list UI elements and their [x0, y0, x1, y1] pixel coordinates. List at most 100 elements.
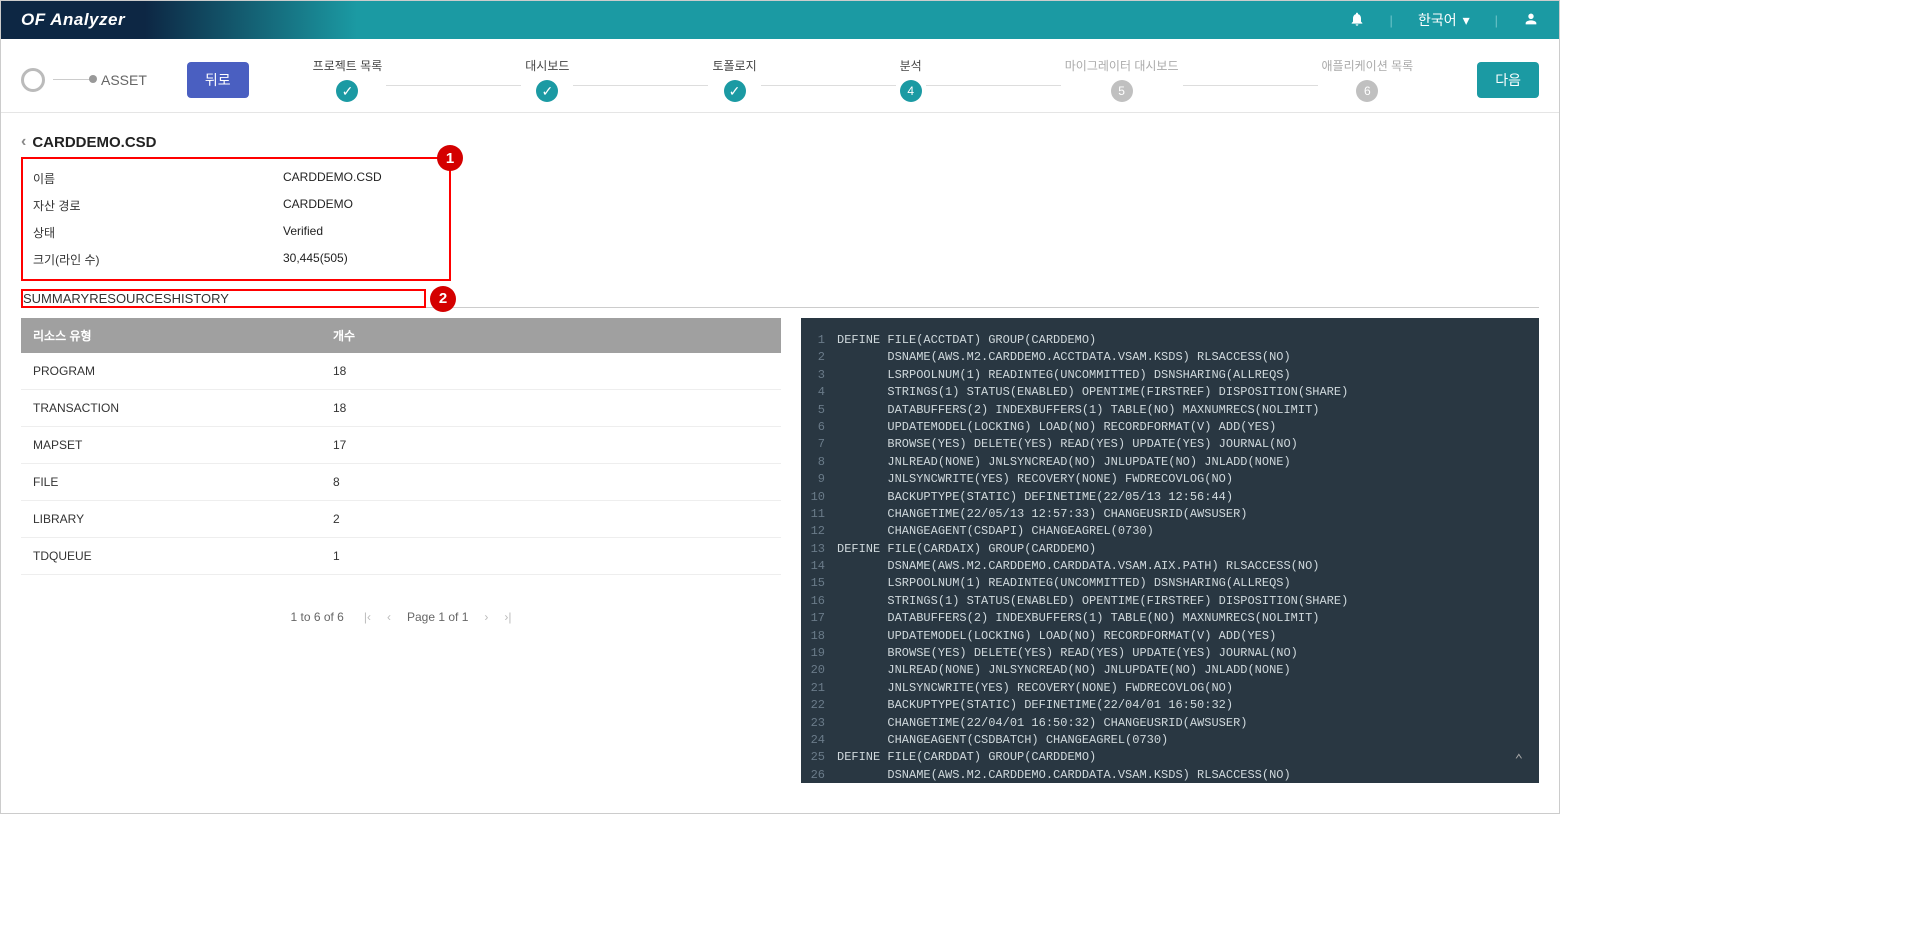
code-text: LSRPOOLNUM(1) READINTEG(UNCOMMITTED) DSN…	[837, 575, 1291, 592]
detail-value: CARDDEMO	[283, 197, 353, 214]
line-number: 17	[807, 610, 837, 627]
callout-badge-1: 1	[437, 145, 463, 171]
line-number: 15	[807, 575, 837, 592]
step-migrator-dashboard[interactable]: 마이그레이터 대시보드 5	[1061, 57, 1183, 102]
step-topology[interactable]: 토폴로지 ✓	[708, 57, 760, 102]
line-number: 19	[807, 645, 837, 662]
line-number: 21	[807, 680, 837, 697]
line-number: 25	[807, 749, 837, 766]
language-selector[interactable]: 한국어 ▾	[1418, 10, 1470, 30]
tab-summary[interactable]: SUMMARY	[23, 291, 89, 306]
breadcrumb-back[interactable]: ‹ CARDDEMO.CSD	[21, 133, 1539, 151]
detail-value: CARDDEMO.CSD	[283, 170, 382, 187]
code-line: 21 JNLSYNCWRITE(YES) RECOVERY(NONE) FWDR…	[807, 680, 1525, 697]
pager-next-icon[interactable]: ›	[484, 610, 488, 624]
code-line: 13DEFINE FILE(CARDAIX) GROUP(CARDDEMO)	[807, 541, 1525, 558]
code-line: 20 JNLREAD(NONE) JNLSYNCREAD(NO) JNLUPDA…	[807, 662, 1525, 679]
code-line: 12 CHANGEAGENT(CSDAPI) CHANGEAGREL(0730)	[807, 523, 1525, 540]
code-line: 7 BROWSE(YES) DELETE(YES) READ(YES) UPDA…	[807, 436, 1525, 453]
line-number: 10	[807, 489, 837, 506]
line-number: 8	[807, 454, 837, 471]
line-number: 9	[807, 471, 837, 488]
asset-detail-panel: 1 이름 CARDDEMO.CSD 자산 경로 CARDDEMO 상태 Veri…	[21, 157, 451, 281]
step-dashboard[interactable]: 대시보드 ✓	[521, 57, 573, 102]
code-line: 3 LSRPOOLNUM(1) READINTEG(UNCOMMITTED) D…	[807, 367, 1525, 384]
asset-label: ASSET	[101, 72, 147, 88]
code-text: JNLSYNCWRITE(YES) RECOVERY(NONE) FWDRECO…	[837, 471, 1233, 488]
table-row[interactable]: LIBRARY2	[21, 501, 781, 538]
code-line: 23 CHANGETIME(22/04/01 16:50:32) CHANGEU…	[807, 715, 1525, 732]
code-text: CHANGETIME(22/05/13 12:57:33) CHANGEUSRI…	[837, 506, 1247, 523]
step-number: 5	[1111, 80, 1133, 102]
code-line: 25DEFINE FILE(CARDDAT) GROUP(CARDDEMO)	[807, 749, 1525, 766]
bell-icon[interactable]	[1349, 11, 1365, 30]
code-text: UPDATEMODEL(LOCKING) LOAD(NO) RECORDFORM…	[837, 628, 1276, 645]
line-number: 20	[807, 662, 837, 679]
back-button[interactable]: 뒤로	[187, 62, 249, 98]
brand-logo: OF Analyzer	[21, 10, 125, 30]
line-number: 26	[807, 767, 837, 783]
table-row[interactable]: PROGRAM18	[21, 353, 781, 390]
line-number: 5	[807, 402, 837, 419]
code-line: 10 BACKUPTYPE(STATIC) DEFINETIME(22/05/1…	[807, 489, 1525, 506]
table-row[interactable]: TDQUEUE1	[21, 538, 781, 575]
code-text: DSNAME(AWS.M2.CARDDEMO.CARDDATA.VSAM.AIX…	[837, 558, 1319, 575]
code-text: BROWSE(YES) DELETE(YES) READ(YES) UPDATE…	[837, 436, 1298, 453]
check-icon: ✓	[724, 80, 746, 102]
code-text: UPDATEMODEL(LOCKING) LOAD(NO) RECORDFORM…	[837, 419, 1276, 436]
tab-history[interactable]: HISTORY	[172, 291, 229, 306]
cell-count: 17	[321, 427, 781, 464]
code-viewer[interactable]: 1DEFINE FILE(ACCTDAT) GROUP(CARDDEMO)2 D…	[801, 318, 1539, 783]
code-line: 9 JNLSYNCWRITE(YES) RECOVERY(NONE) FWDRE…	[807, 471, 1525, 488]
table-row[interactable]: FILE8	[21, 464, 781, 501]
scroll-top-icon[interactable]: ⌃	[1515, 751, 1523, 771]
line-number: 1	[807, 332, 837, 349]
code-text: JNLSYNCWRITE(YES) RECOVERY(NONE) FWDRECO…	[837, 680, 1233, 697]
page-title: CARDDEMO.CSD	[32, 134, 156, 151]
table-row[interactable]: TRANSACTION18	[21, 390, 781, 427]
detail-key: 이름	[33, 170, 283, 187]
code-text: DEFINE FILE(CARDDAT) GROUP(CARDDEMO)	[837, 749, 1096, 766]
step-analysis[interactable]: 분석 4	[896, 57, 926, 102]
code-line: 11 CHANGETIME(22/05/13 12:57:33) CHANGEU…	[807, 506, 1525, 523]
col-header-type: 리소스 유형	[21, 318, 321, 353]
pager-last-icon[interactable]: ›|	[504, 610, 511, 624]
code-text: BACKUPTYPE(STATIC) DEFINETIME(22/05/13 1…	[837, 489, 1233, 506]
table-row[interactable]: MAPSET17	[21, 427, 781, 464]
step-label: 애플리케이션 목록	[1322, 57, 1414, 74]
line-number: 24	[807, 732, 837, 749]
code-line: 1DEFINE FILE(ACCTDAT) GROUP(CARDDEMO)	[807, 332, 1525, 349]
check-icon: ✓	[536, 80, 558, 102]
code-viewer-pane: 1DEFINE FILE(ACCTDAT) GROUP(CARDDEMO)2 D…	[801, 318, 1539, 783]
cell-type: MAPSET	[21, 427, 321, 464]
lower-split: 리소스 유형 개수 PROGRAM18TRANSACTION18MAPSET17…	[21, 318, 1539, 783]
pager-first-icon[interactable]: |‹	[364, 610, 371, 624]
step-label: 분석	[900, 57, 922, 74]
tab-resources[interactable]: RESOURCES	[89, 291, 171, 306]
next-button[interactable]: 다음	[1477, 62, 1539, 98]
asset-indicator	[21, 68, 93, 92]
code-text: JNLREAD(NONE) JNLSYNCREAD(NO) JNLUPDATE(…	[837, 662, 1291, 679]
pager-prev-icon[interactable]: ‹	[387, 610, 391, 624]
cell-count: 1	[321, 538, 781, 575]
cell-count: 8	[321, 464, 781, 501]
step-project-list[interactable]: 프로젝트 목록 ✓	[309, 57, 387, 102]
line-number: 12	[807, 523, 837, 540]
code-line: 8 JNLREAD(NONE) JNLSYNCREAD(NO) JNLUPDAT…	[807, 454, 1525, 471]
asset-circle-icon	[21, 68, 45, 92]
code-line: 26 DSNAME(AWS.M2.CARDDEMO.CARDDATA.VSAM.…	[807, 767, 1525, 783]
code-text: DSNAME(AWS.M2.CARDDEMO.CARDDATA.VSAM.KSD…	[837, 767, 1291, 783]
line-number: 14	[807, 558, 837, 575]
line-number: 6	[807, 419, 837, 436]
step-application-list[interactable]: 애플리케이션 목록 6	[1318, 57, 1418, 102]
line-number: 3	[807, 367, 837, 384]
user-icon[interactable]	[1523, 11, 1539, 30]
resource-summary-table: 리소스 유형 개수 PROGRAM18TRANSACTION18MAPSET17…	[21, 318, 781, 575]
code-line: 17 DATABUFFERS(2) INDEXBUFFERS(1) TABLE(…	[807, 610, 1525, 627]
cell-count: 2	[321, 501, 781, 538]
step-label: 대시보드	[525, 57, 569, 74]
detail-row-status: 상태 Verified	[33, 219, 439, 246]
line-number: 7	[807, 436, 837, 453]
summary-table-pane: 리소스 유형 개수 PROGRAM18TRANSACTION18MAPSET17…	[21, 318, 781, 783]
line-number: 16	[807, 593, 837, 610]
